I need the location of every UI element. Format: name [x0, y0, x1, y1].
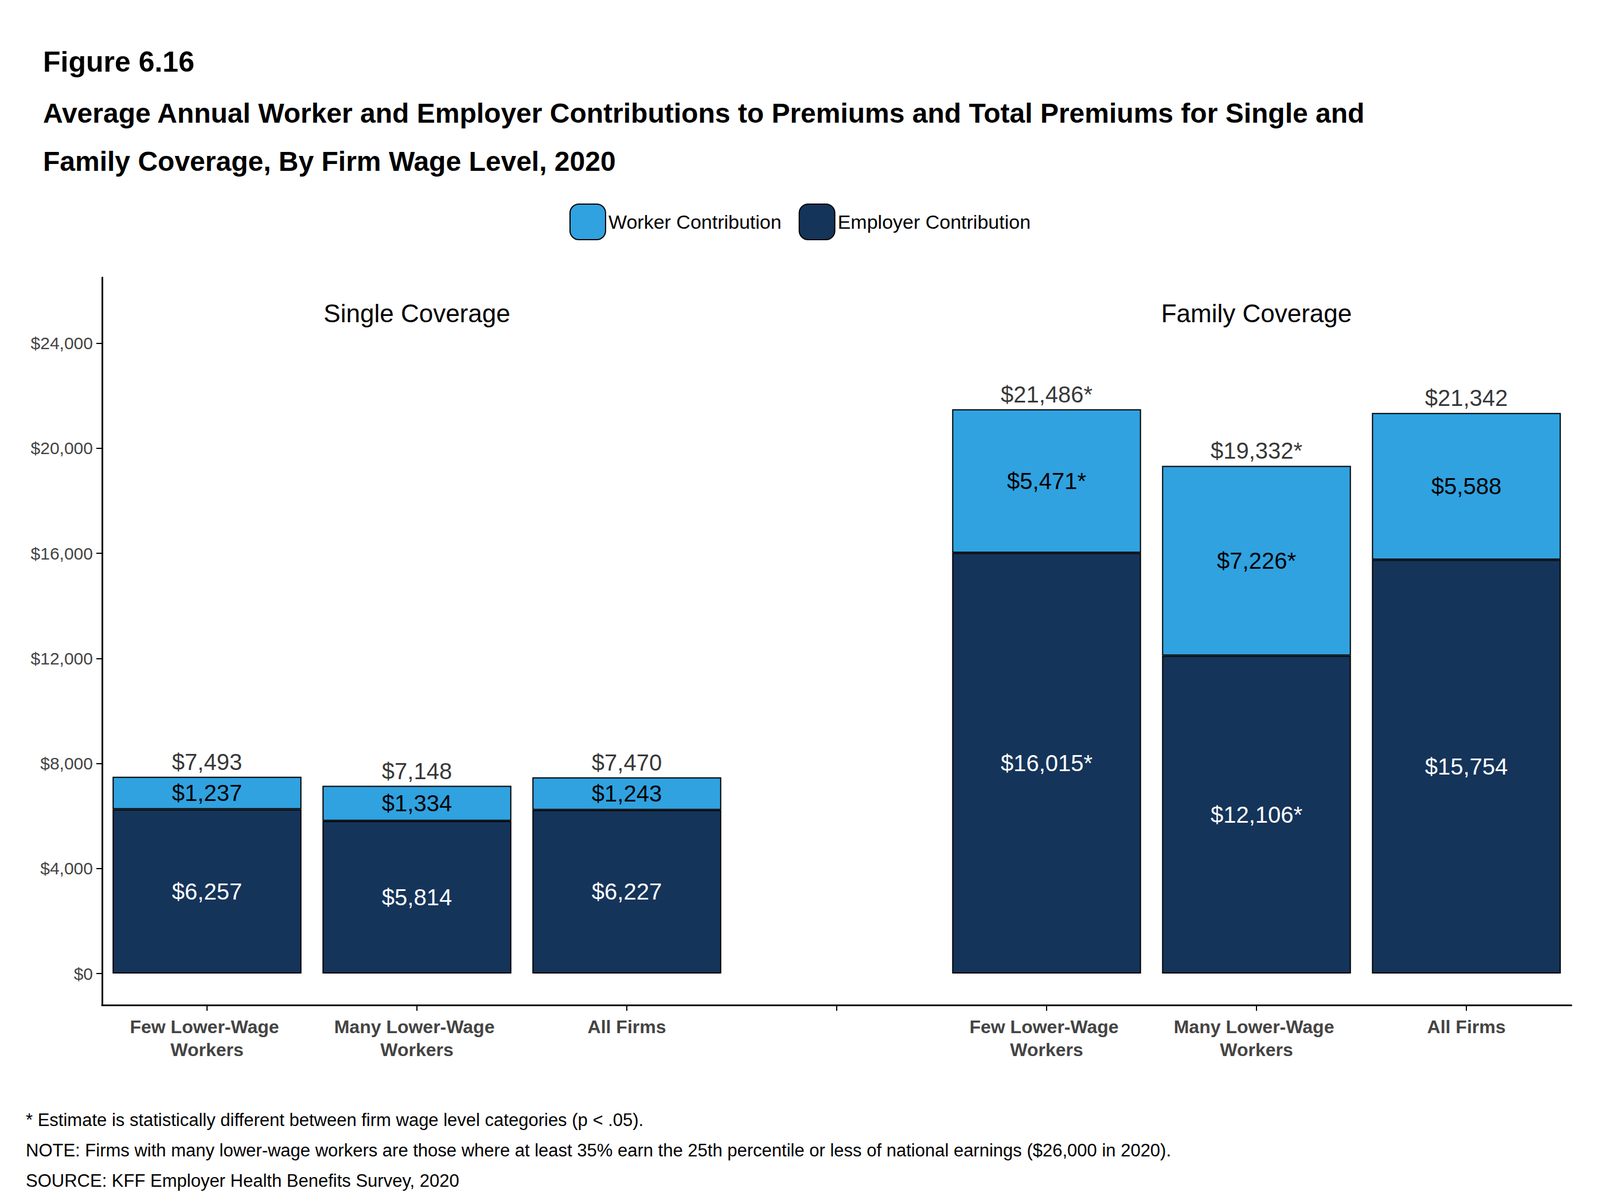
svg-text:All Firms: All Firms [587, 1016, 667, 1038]
svg-text:$16,000: $16,000 [30, 544, 93, 564]
svg-text:Workers: Workers [380, 1039, 454, 1061]
svg-text:$4,000: $4,000 [40, 859, 93, 878]
svg-text:$1,243: $1,243 [591, 781, 662, 807]
svg-text:$12,000: $12,000 [30, 649, 93, 669]
svg-text:Family Coverage: Family Coverage [1161, 299, 1353, 328]
svg-text:SOURCE: KFF Employer Health Be: SOURCE: KFF Employer Health Benefits Sur… [25, 1171, 460, 1192]
svg-text:$5,471*: $5,471* [1007, 468, 1087, 494]
svg-text:$7,493: $7,493 [172, 749, 243, 775]
svg-text:Many Lower-Wage: Many Lower-Wage [1173, 1016, 1340, 1038]
svg-text:$21,486*: $21,486* [1000, 381, 1093, 408]
svg-text:$6,257: $6,257 [172, 879, 243, 905]
svg-text:Figure 6.16: Figure 6.16 [43, 45, 195, 78]
svg-text:$1,237: $1,237 [172, 780, 243, 806]
svg-text:$19,332*: $19,332* [1210, 438, 1303, 464]
svg-text:$7,470: $7,470 [591, 750, 662, 776]
svg-text:$6,227: $6,227 [591, 879, 662, 905]
svg-text:$15,754: $15,754 [1425, 754, 1509, 780]
svg-text:$12,106*: $12,106* [1210, 802, 1303, 828]
svg-text:Worker Contribution: Worker Contribution [608, 211, 782, 233]
svg-text:$7,148: $7,148 [381, 758, 452, 784]
svg-text:Employer Contribution: Employer Contribution [837, 211, 1031, 233]
svg-text:Single Coverage: Single Coverage [323, 299, 510, 328]
svg-text:Average Annual Worker and Empl: Average Annual Worker and Employer Contr… [43, 98, 1373, 129]
svg-text:$24,000: $24,000 [30, 333, 93, 353]
svg-text:Workers: Workers [1009, 1039, 1083, 1061]
svg-text:Few Lower-Wage: Few Lower-Wage [969, 1016, 1124, 1038]
svg-text:$8,000: $8,000 [40, 754, 93, 774]
svg-text:Family Coverage, By Firm Wage: Family Coverage, By Firm Wage Level, 202… [43, 146, 616, 177]
svg-text:$5,814: $5,814 [381, 884, 452, 911]
svg-text:$0: $0 [73, 964, 93, 984]
svg-text:$16,015*: $16,015* [1000, 750, 1093, 776]
svg-text:Few Lower-Wage: Few Lower-Wage [129, 1016, 284, 1038]
svg-text:* Estimate is statistically di: * Estimate is statistically different be… [25, 1110, 644, 1131]
svg-text:NOTE: Firms with many lower-wa: NOTE: Firms with many lower-wage workers… [25, 1140, 1172, 1161]
svg-text:Workers: Workers [170, 1039, 244, 1061]
svg-text:$5,588: $5,588 [1431, 473, 1502, 499]
svg-text:$21,342: $21,342 [1425, 385, 1509, 411]
svg-text:Many Lower-Wage: Many Lower-Wage [334, 1016, 501, 1038]
svg-text:All Firms: All Firms [1427, 1016, 1506, 1038]
svg-text:$20,000: $20,000 [30, 438, 93, 458]
svg-text:Workers: Workers [1219, 1039, 1293, 1061]
svg-text:$7,226*: $7,226* [1216, 548, 1297, 574]
svg-text:$1,334: $1,334 [381, 790, 452, 817]
